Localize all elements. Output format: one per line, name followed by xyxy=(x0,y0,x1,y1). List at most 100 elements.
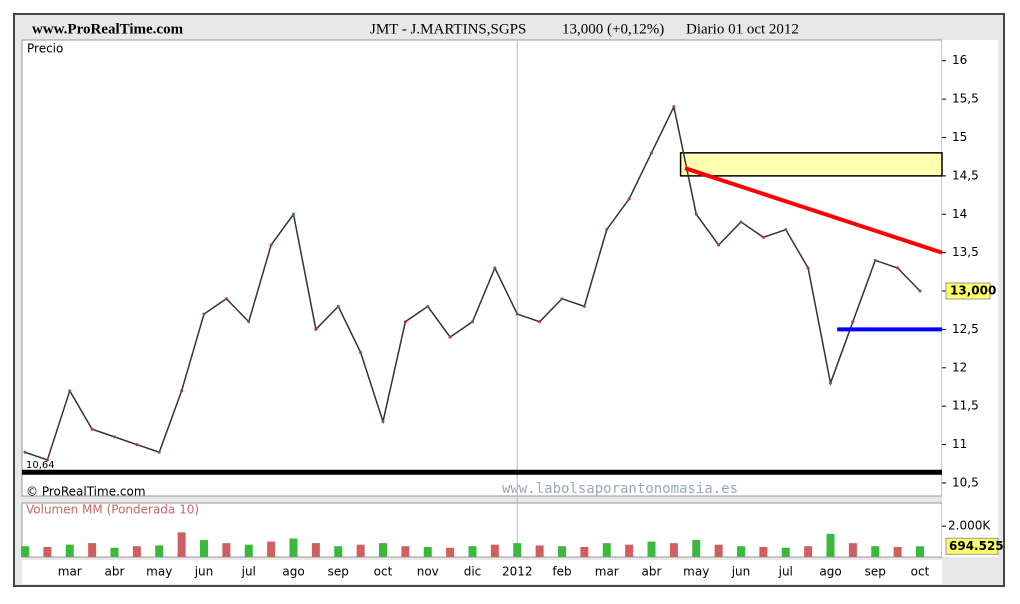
price-point xyxy=(381,420,385,424)
x-tick-label: ago xyxy=(819,565,841,579)
price-point xyxy=(113,435,116,439)
volume-bar xyxy=(692,540,701,557)
x-tick-label: may xyxy=(146,565,172,579)
volume-bar xyxy=(848,543,857,557)
volume-bar xyxy=(490,544,499,557)
x-tick-label: jun xyxy=(731,565,751,579)
volume-bar xyxy=(602,543,611,557)
period: Diario 01 oct 2012 xyxy=(686,21,799,37)
price-point xyxy=(224,297,228,301)
x-tick-label: 2012 xyxy=(502,565,533,579)
support-label: 10,64 xyxy=(26,460,55,471)
price-point xyxy=(650,151,653,155)
price-point xyxy=(582,304,586,308)
quote: 13,000 (+0,12%) xyxy=(562,21,664,37)
last-price-label: 13,000 xyxy=(950,284,996,298)
price-point xyxy=(157,450,161,454)
volume-bar xyxy=(535,545,544,557)
volume-bar xyxy=(804,546,813,557)
volume-bar xyxy=(43,546,52,557)
price-point xyxy=(739,220,743,224)
price-point xyxy=(45,458,49,462)
price-point xyxy=(627,197,631,201)
price-point xyxy=(851,320,855,324)
x-tick-label: dic xyxy=(464,565,482,579)
price-point xyxy=(605,228,609,232)
y-tick-label: 12 xyxy=(952,360,967,374)
price-point xyxy=(336,304,340,308)
volume-bar xyxy=(669,543,678,557)
volume-bar xyxy=(311,543,320,557)
y-tick-label: 10,5 xyxy=(952,475,979,489)
volume-bar xyxy=(558,546,566,557)
volume-bar xyxy=(446,547,455,557)
last-price-box xyxy=(945,282,991,300)
price-point xyxy=(493,266,497,270)
y-tick-label: 15 xyxy=(952,130,967,144)
volume-bar xyxy=(132,546,141,557)
price-point xyxy=(873,258,877,262)
volume-bar xyxy=(513,543,522,557)
volume-bar xyxy=(468,546,477,557)
x-tick-label: feb xyxy=(552,565,571,579)
x-tick-label: jul xyxy=(778,565,793,579)
price-point xyxy=(694,212,698,216)
y-tick-label: 15,5 xyxy=(952,92,979,106)
volume-bar xyxy=(737,546,745,557)
x-tick-label: sep xyxy=(865,565,886,579)
price-point xyxy=(829,381,832,385)
x-tick-label: abr xyxy=(105,565,125,579)
volume-bar xyxy=(401,546,410,557)
x-tick-label: ago xyxy=(282,565,304,579)
volume-bar xyxy=(356,544,365,557)
price-point xyxy=(90,427,94,431)
price-point xyxy=(247,320,251,324)
volume-bar xyxy=(177,532,186,557)
volume-bar xyxy=(200,540,208,557)
x-tick-label: nov xyxy=(417,565,439,579)
y-tick-label: 14,5 xyxy=(952,168,979,182)
watermark: www.labolsaporantonomasia.es xyxy=(502,481,738,497)
volume-bar xyxy=(267,541,276,557)
price-point xyxy=(761,235,765,239)
price-point xyxy=(471,320,474,324)
volume-bar xyxy=(871,546,880,557)
x-tick-label: oct xyxy=(911,565,930,579)
x-tick-label: mar xyxy=(58,565,82,579)
volume-bar xyxy=(110,547,119,557)
price-point xyxy=(292,212,295,216)
zone xyxy=(679,152,943,177)
price-point xyxy=(23,450,27,454)
y-tick-label: 14 xyxy=(952,207,967,221)
volume-bar xyxy=(65,544,74,557)
y-tick-label: 11 xyxy=(952,437,967,451)
price-panel xyxy=(21,39,943,497)
x-tick-label: abr xyxy=(642,565,662,579)
price-point xyxy=(448,335,452,339)
volume-bar xyxy=(781,547,790,557)
price-point xyxy=(717,243,721,247)
price-point xyxy=(538,320,542,324)
price-point xyxy=(515,312,519,316)
volume-bar xyxy=(244,544,253,557)
x-tick-label: may xyxy=(683,565,709,579)
x-axis-area xyxy=(22,560,942,584)
price-point xyxy=(560,297,564,301)
volume-bar xyxy=(88,543,97,557)
trendline xyxy=(684,166,943,255)
x-tick-label: sep xyxy=(328,565,349,579)
price-point xyxy=(806,266,810,270)
volume-bar xyxy=(334,546,343,557)
price-point xyxy=(672,105,676,109)
price-point xyxy=(918,289,922,293)
volume-bar xyxy=(625,544,634,557)
volume-bar xyxy=(580,546,589,557)
title: JMT - J.MARTINS,SGPS xyxy=(370,21,526,37)
volume-last-box xyxy=(945,537,999,555)
price-point xyxy=(269,243,273,247)
price-point xyxy=(202,312,206,316)
volume-bar xyxy=(647,541,656,557)
x-tick-label: jun xyxy=(194,565,214,579)
